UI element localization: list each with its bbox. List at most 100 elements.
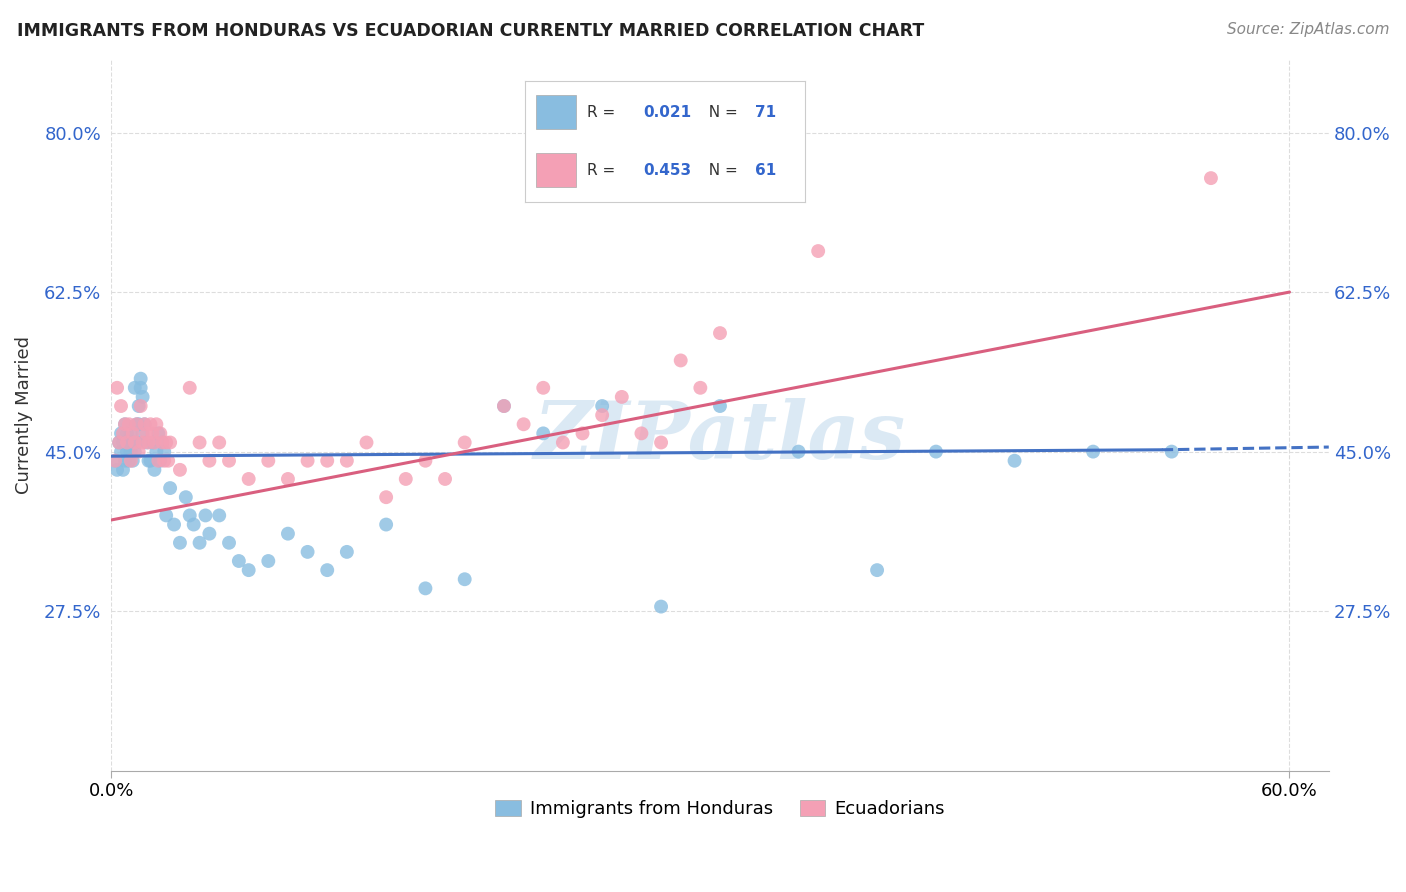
Point xyxy=(145,444,167,458)
Point xyxy=(155,508,177,523)
Point xyxy=(591,408,613,422)
Point xyxy=(807,244,830,258)
Point xyxy=(155,435,177,450)
Point xyxy=(194,508,217,523)
Point xyxy=(650,435,672,450)
Point xyxy=(115,426,138,441)
Point xyxy=(492,399,515,413)
Point xyxy=(139,417,162,432)
Point xyxy=(114,417,136,432)
Point xyxy=(218,454,240,468)
Point xyxy=(120,444,142,458)
Point xyxy=(131,435,153,450)
Point xyxy=(131,390,153,404)
Point xyxy=(709,399,731,413)
Point xyxy=(669,353,692,368)
Point xyxy=(121,454,143,468)
Point xyxy=(120,426,142,441)
Point xyxy=(141,426,163,441)
Point xyxy=(105,463,128,477)
Point xyxy=(415,582,437,596)
Point xyxy=(925,444,948,458)
Point xyxy=(356,435,378,450)
Point xyxy=(1004,454,1026,468)
Point xyxy=(129,381,152,395)
Point xyxy=(610,390,633,404)
Point xyxy=(179,508,201,523)
Point xyxy=(159,435,181,450)
Point xyxy=(866,563,889,577)
Point xyxy=(150,435,173,450)
Point xyxy=(174,490,197,504)
Point xyxy=(111,426,134,441)
Point xyxy=(149,454,172,468)
Point xyxy=(454,572,477,586)
Point xyxy=(143,463,166,477)
Point xyxy=(110,426,132,441)
Point xyxy=(492,399,515,413)
Point xyxy=(138,454,160,468)
Point xyxy=(110,444,132,458)
Point xyxy=(135,426,157,441)
Point xyxy=(297,454,319,468)
Y-axis label: Currently Married: Currently Married xyxy=(15,336,32,494)
Point xyxy=(138,435,160,450)
Point xyxy=(150,435,173,450)
Point xyxy=(125,417,148,432)
Point xyxy=(105,381,128,395)
Point xyxy=(148,426,170,441)
Point xyxy=(188,435,211,450)
Point xyxy=(111,463,134,477)
Point xyxy=(128,417,150,432)
Point xyxy=(115,444,138,458)
Point xyxy=(591,399,613,413)
Point xyxy=(129,399,152,413)
Point xyxy=(115,435,138,450)
Point xyxy=(336,545,359,559)
Point xyxy=(125,417,148,432)
Point xyxy=(110,399,132,413)
Point xyxy=(145,417,167,432)
Point xyxy=(157,454,180,468)
Point xyxy=(709,326,731,340)
Point xyxy=(163,517,186,532)
Point xyxy=(228,554,250,568)
Point xyxy=(454,435,477,450)
Point xyxy=(118,417,141,432)
Point xyxy=(238,472,260,486)
Point xyxy=(143,435,166,450)
Point xyxy=(148,454,170,468)
Point xyxy=(277,526,299,541)
Point xyxy=(153,444,176,458)
Point xyxy=(434,472,457,486)
Point xyxy=(551,435,574,450)
Text: IMMIGRANTS FROM HONDURAS VS ECUADORIAN CURRENTLY MARRIED CORRELATION CHART: IMMIGRANTS FROM HONDURAS VS ECUADORIAN C… xyxy=(17,22,924,40)
Point xyxy=(316,454,339,468)
Point xyxy=(375,490,398,504)
Point xyxy=(277,472,299,486)
Point xyxy=(139,454,162,468)
Point xyxy=(531,426,554,441)
Point xyxy=(316,563,339,577)
Point xyxy=(188,535,211,549)
Text: ZIPatlas: ZIPatlas xyxy=(534,398,905,475)
Point xyxy=(531,381,554,395)
Point xyxy=(108,435,131,450)
Point xyxy=(129,372,152,386)
Point xyxy=(104,454,127,468)
Point xyxy=(134,417,156,432)
Point xyxy=(336,454,359,468)
Point xyxy=(118,454,141,468)
Point xyxy=(218,535,240,549)
Point xyxy=(208,508,231,523)
Point xyxy=(415,454,437,468)
Text: Source: ZipAtlas.com: Source: ZipAtlas.com xyxy=(1226,22,1389,37)
Point xyxy=(257,554,280,568)
Point xyxy=(121,435,143,450)
Point xyxy=(169,535,191,549)
Point xyxy=(149,426,172,441)
Point xyxy=(153,454,176,468)
Point xyxy=(128,444,150,458)
Point xyxy=(375,517,398,532)
Point xyxy=(108,435,131,450)
